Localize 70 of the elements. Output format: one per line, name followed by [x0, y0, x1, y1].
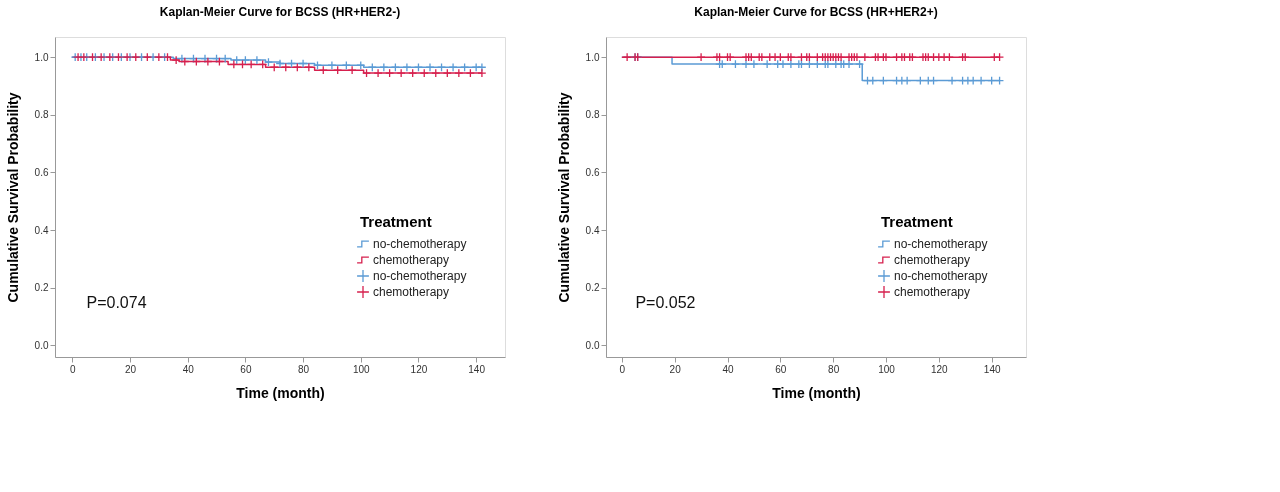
- legend-label: no-chemotherapy: [894, 269, 988, 283]
- point: [408, 68, 418, 78]
- y-axis-title: Cumulative Survival Probability: [555, 92, 572, 303]
- x-axis-title: Time (month): [236, 384, 325, 401]
- x-tick-label: 0: [70, 363, 77, 375]
- y-tick-label: 0.2: [34, 282, 49, 294]
- point: [298, 59, 308, 69]
- point: [362, 68, 372, 78]
- point: [275, 59, 285, 69]
- x-tick-label: 0: [619, 363, 626, 375]
- legend-label: chemotherapy: [894, 285, 971, 299]
- x-tick-label: 60: [240, 363, 252, 375]
- point: [477, 62, 487, 72]
- x-tick-label: 100: [878, 363, 896, 375]
- point: [419, 68, 429, 78]
- x-tick-label: 20: [669, 363, 682, 375]
- point: [431, 68, 441, 78]
- x-tick-label: 120: [410, 363, 428, 375]
- legend-label: no-chemotherapy: [894, 237, 988, 251]
- legend-title: Treatment: [881, 213, 953, 230]
- legend-label: chemotherapy: [894, 253, 971, 267]
- point: [385, 68, 395, 78]
- y-tick-label: 0.0: [34, 339, 49, 351]
- x-tick-label: 100: [352, 363, 371, 375]
- legend-label: no-chemotherapy: [373, 269, 467, 283]
- point: [327, 60, 337, 70]
- x-tick-label: 80: [828, 363, 840, 375]
- x-axis-title: Time (month): [772, 384, 861, 401]
- point: [402, 62, 412, 72]
- point: [396, 68, 406, 78]
- y-axis-title: Cumulative Survival Probability: [4, 92, 21, 303]
- y-tick-label: 1.0: [34, 51, 49, 63]
- point: [232, 55, 242, 65]
- point: [448, 62, 458, 72]
- y-tick-label: 1.0: [585, 51, 600, 63]
- y-tick-label: 0.4: [34, 224, 49, 236]
- y-tick-label: 0.4: [585, 224, 600, 236]
- point: [148, 52, 158, 62]
- y-tick-label: 0.6: [34, 167, 49, 178]
- legend-label: no-chemotherapy: [373, 237, 467, 251]
- point: [240, 55, 250, 65]
- point: [477, 68, 487, 78]
- x-tick-label: 140: [468, 363, 486, 375]
- point: [171, 55, 181, 65]
- point: [373, 68, 383, 78]
- y-tick-label: 0.6: [585, 167, 600, 178]
- point: [465, 68, 475, 78]
- legend-label: chemotherapy: [373, 253, 450, 267]
- x-tick-label: 40: [182, 363, 195, 375]
- point: [252, 55, 262, 65]
- y-tick-label: 0.8: [585, 109, 600, 121]
- chart-title: Kaplan-Meier Curve for BCSS (HR+HER2+): [694, 5, 938, 19]
- y-tick-label: 0.2: [585, 282, 600, 294]
- x-tick-label: 140: [983, 363, 1001, 375]
- chart-title: Kaplan-Meier Curve for BCSS (HR+HER2-): [159, 5, 401, 19]
- y-tick-label: 0.8: [34, 109, 49, 121]
- point: [442, 68, 452, 78]
- x-tick-label: 80: [298, 363, 310, 375]
- x-tick-label: 60: [775, 363, 787, 375]
- annotation: P=0.052: [635, 293, 696, 311]
- y-tick-label: 0.0: [585, 339, 600, 351]
- point: [425, 62, 435, 72]
- x-tick-label: 120: [930, 363, 949, 375]
- annotation: P=0.074: [86, 293, 147, 311]
- legend-label: chemotherapy: [373, 285, 450, 299]
- x-tick-label: 20: [124, 363, 137, 375]
- x-tick-label: 40: [722, 363, 735, 375]
- legend-title: Treatment: [360, 213, 432, 230]
- point: [454, 68, 464, 78]
- point: [263, 57, 273, 67]
